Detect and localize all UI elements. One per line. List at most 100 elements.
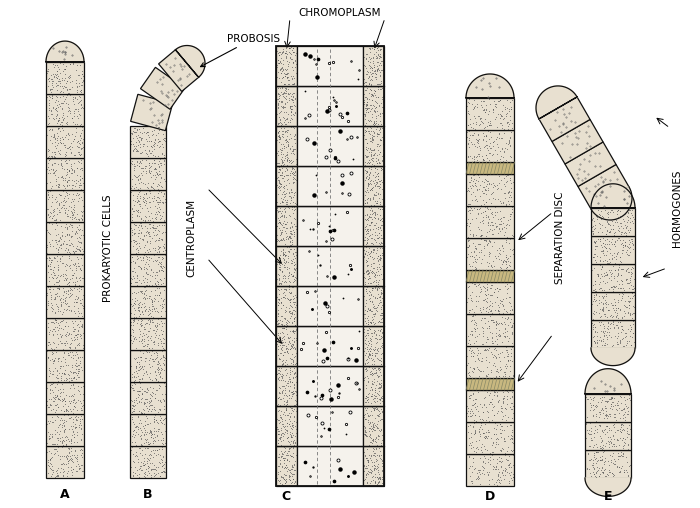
Point: [621, 329, 632, 337]
Point: [597, 428, 608, 436]
Point: [137, 253, 148, 262]
Point: [281, 50, 292, 58]
Point: [359, 415, 370, 423]
Point: [464, 391, 475, 399]
Point: [64, 107, 76, 115]
Point: [372, 478, 383, 486]
Point: [153, 227, 164, 235]
Point: [498, 115, 509, 123]
Point: [74, 332, 85, 340]
Point: [278, 338, 289, 346]
Point: [281, 378, 293, 387]
Point: [286, 344, 297, 352]
Point: [372, 345, 383, 354]
Point: [64, 85, 76, 93]
Point: [53, 395, 64, 403]
Point: [274, 171, 286, 179]
Point: [59, 176, 70, 184]
Point: [274, 414, 286, 422]
Point: [76, 406, 88, 414]
Point: [505, 302, 516, 310]
Point: [276, 430, 287, 438]
Point: [290, 222, 302, 230]
Point: [609, 471, 620, 479]
Point: [601, 397, 612, 405]
Point: [363, 458, 374, 466]
Point: [281, 197, 293, 205]
Point: [588, 470, 599, 479]
Point: [365, 165, 377, 173]
Point: [48, 254, 60, 262]
Point: [587, 463, 598, 471]
Point: [491, 430, 502, 438]
Point: [368, 136, 379, 144]
Point: [136, 408, 148, 417]
Bar: [297, 446, 363, 486]
Point: [46, 430, 57, 438]
Point: [130, 438, 141, 447]
Point: [284, 232, 295, 240]
Point: [496, 224, 507, 232]
Point: [486, 316, 497, 324]
Point: [596, 396, 608, 404]
Point: [358, 100, 370, 108]
Point: [52, 334, 64, 342]
Point: [587, 412, 598, 420]
Point: [136, 395, 147, 403]
Point: [505, 116, 516, 124]
Point: [153, 339, 164, 347]
Point: [286, 234, 297, 242]
Point: [136, 390, 147, 398]
Point: [492, 195, 503, 203]
Point: [277, 375, 288, 384]
Point: [361, 184, 372, 193]
Point: [377, 140, 388, 148]
Point: [155, 417, 166, 425]
Point: [601, 209, 612, 217]
Point: [365, 218, 377, 226]
Point: [611, 321, 622, 329]
Point: [372, 452, 383, 460]
Point: [274, 131, 285, 139]
Point: [589, 339, 601, 347]
Point: [73, 180, 84, 188]
Point: [275, 211, 286, 219]
Point: [361, 283, 372, 291]
Point: [482, 316, 493, 325]
Point: [158, 216, 169, 224]
Point: [287, 341, 298, 349]
Point: [376, 328, 387, 336]
Point: [273, 165, 284, 173]
Point: [68, 201, 79, 209]
Point: [71, 431, 83, 439]
Point: [366, 392, 377, 400]
Point: [594, 464, 605, 472]
Point: [66, 451, 78, 459]
Bar: [466, 238, 514, 270]
Point: [134, 363, 145, 371]
Point: [598, 325, 610, 333]
Point: [126, 231, 137, 239]
Point: [47, 161, 58, 169]
Point: [145, 187, 156, 196]
Point: [486, 366, 497, 374]
Point: [42, 67, 53, 75]
Point: [143, 166, 154, 174]
Point: [617, 442, 629, 450]
Point: [74, 216, 85, 224]
Point: [62, 444, 74, 453]
Point: [48, 357, 59, 365]
Point: [370, 464, 381, 472]
Point: [158, 142, 169, 150]
Point: [359, 279, 370, 288]
Point: [46, 85, 57, 93]
Point: [373, 66, 384, 74]
Point: [372, 365, 384, 373]
Point: [475, 246, 486, 254]
Point: [47, 77, 58, 85]
Point: [474, 470, 485, 479]
Point: [154, 164, 165, 172]
Point: [494, 453, 505, 461]
Point: [628, 309, 639, 317]
Point: [612, 271, 623, 279]
